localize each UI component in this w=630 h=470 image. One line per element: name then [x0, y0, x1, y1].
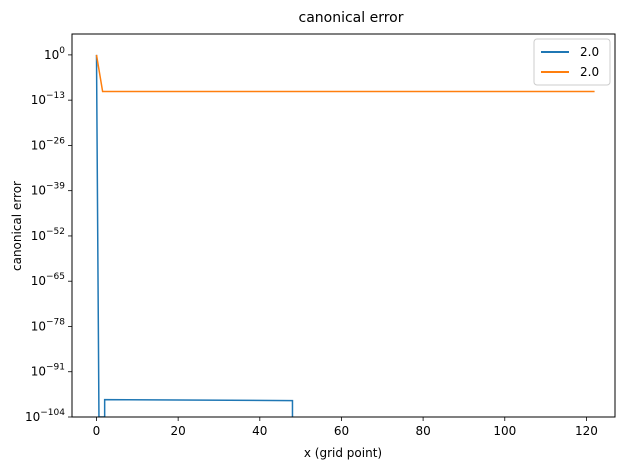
x-tick-label: 40 [252, 424, 267, 438]
x-tick-label: 100 [493, 424, 516, 438]
series-line-2 [95, 54, 595, 93]
legend-label-series-1: 2.0 [580, 45, 599, 59]
chart-title: canonical error [299, 10, 404, 26]
y-tick-label: 10−65 [31, 272, 65, 288]
legend-label-series-2: 2.0 [580, 65, 599, 79]
y-tick-label: 10−13 [31, 91, 65, 107]
x-tick-label: 0 [93, 424, 101, 438]
legend-frame [533, 38, 611, 86]
x-tick-label: 20 [171, 424, 186, 438]
y-tick-label: 10−104 [25, 408, 65, 424]
y-tick-label: 10−52 [31, 227, 65, 243]
x-tick-label: 120 [575, 424, 598, 438]
x-axis-label: x (grid point) [304, 446, 382, 460]
y-tick-label: 10−91 [31, 363, 65, 379]
y-tick-label: 10−78 [31, 317, 66, 333]
y-tick-label: 10−26 [31, 136, 66, 152]
x-tick-label: 80 [415, 424, 430, 438]
plot-frame [71, 33, 616, 418]
y-tick-label: 100 [44, 46, 65, 62]
x-tick-label: 60 [334, 424, 349, 438]
y-tick-label: 10−39 [31, 182, 66, 198]
legend: 2.0 2.0 [533, 38, 611, 86]
series-line-1 [95, 54, 294, 417]
y-axis-label: canonical error [10, 181, 24, 271]
